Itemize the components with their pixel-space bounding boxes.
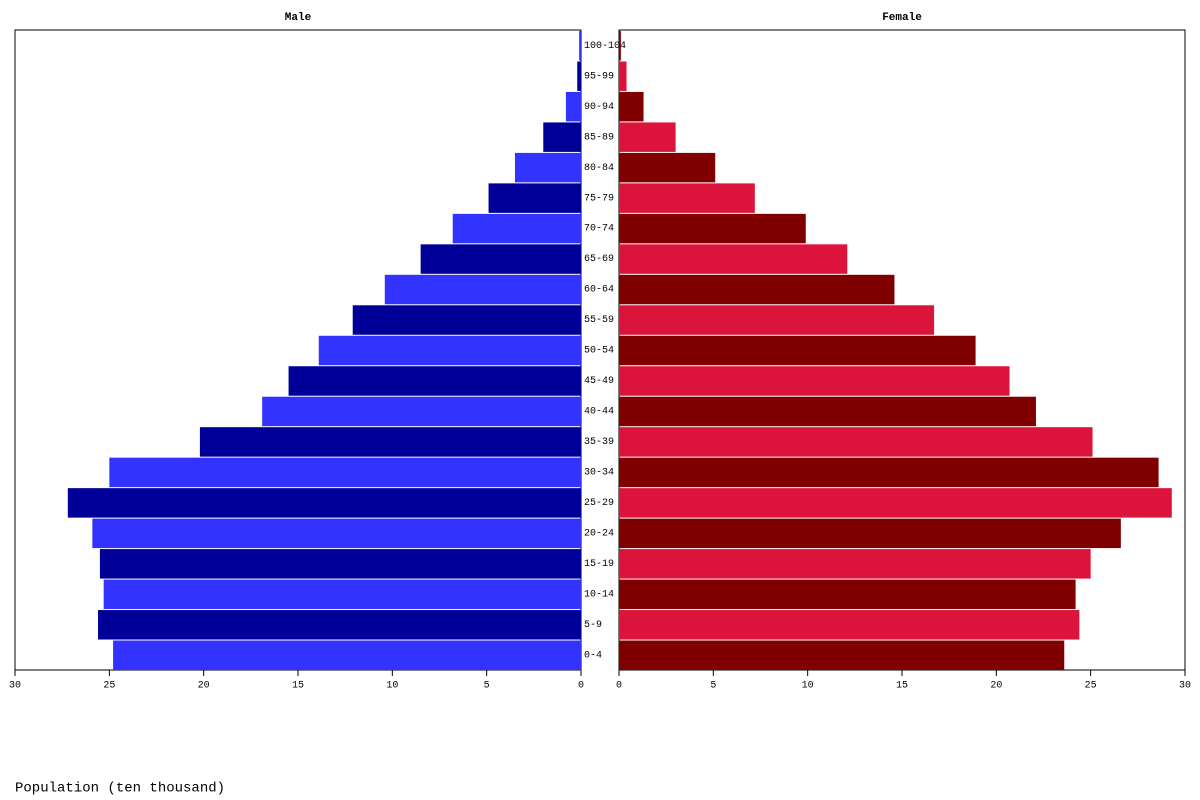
category-label: 100-104: [584, 41, 626, 52]
bar: [619, 244, 848, 274]
x-axis-label: Population (ten thousand): [15, 781, 225, 797]
category-label: 65-69: [584, 254, 614, 265]
bar: [384, 274, 581, 305]
category-label: 30-34: [584, 468, 614, 479]
panel-title: Female: [882, 12, 922, 24]
x-tick-label: 0: [616, 681, 622, 692]
category-label: 95-99: [584, 71, 614, 82]
category-label: 80-84: [584, 163, 614, 174]
bar: [452, 213, 581, 244]
x-tick-label: 15: [292, 681, 304, 692]
category-label: 70-74: [584, 224, 614, 235]
category-label: 25-29: [584, 498, 614, 509]
bar: [619, 152, 716, 183]
category-label: 90-94: [584, 102, 614, 113]
category-label: 20-24: [584, 528, 614, 539]
bar: [619, 579, 1076, 610]
bar: [619, 61, 627, 91]
bar: [619, 518, 1121, 549]
bar: [199, 427, 582, 457]
bar: [619, 640, 1065, 670]
category-label: 60-64: [584, 285, 614, 296]
bar: [619, 610, 1080, 640]
category-label: 45-49: [584, 376, 614, 387]
x-tick-label: 25: [103, 681, 115, 692]
x-tick-label: 20: [990, 681, 1002, 692]
category-label: 0-4: [584, 650, 602, 661]
bar: [619, 457, 1159, 488]
bar: [318, 335, 581, 366]
category-label: 15-19: [584, 559, 614, 570]
bar: [98, 610, 581, 640]
category-label: 10-14: [584, 589, 614, 600]
bar: [579, 31, 581, 61]
category-label: 55-59: [584, 315, 614, 326]
bar: [67, 488, 582, 518]
category-label: 5-9: [584, 620, 602, 631]
bar: [619, 305, 935, 335]
bar: [619, 427, 1093, 457]
category-label: 85-89: [584, 132, 614, 143]
bar: [619, 31, 621, 61]
bar: [619, 549, 1091, 579]
x-tick-label: 10: [802, 681, 814, 692]
bar: [113, 640, 582, 670]
panel-title: Male: [285, 12, 312, 24]
bar: [619, 183, 755, 213]
x-tick-label: 0: [578, 681, 584, 692]
category-label: 50-54: [584, 346, 614, 357]
category-label: 35-39: [584, 437, 614, 448]
bar: [619, 488, 1172, 518]
bar: [514, 152, 581, 183]
bar: [565, 91, 581, 122]
x-tick-label: 30: [1179, 681, 1191, 692]
bar: [619, 396, 1036, 427]
x-tick-label: 30: [9, 681, 21, 692]
bar: [543, 122, 581, 152]
x-tick-label: 5: [710, 681, 716, 692]
bar: [262, 396, 581, 427]
bar: [619, 213, 806, 244]
bar: [109, 457, 581, 488]
category-label: 40-44: [584, 407, 614, 418]
x-tick-label: 15: [896, 681, 908, 692]
bar: [619, 122, 676, 152]
bar: [420, 244, 581, 274]
bar: [288, 366, 581, 396]
bar: [577, 61, 581, 91]
bar: [92, 518, 581, 549]
bar: [619, 274, 895, 305]
category-label: 75-79: [584, 193, 614, 204]
x-tick-label: 10: [386, 681, 398, 692]
bar: [619, 335, 976, 366]
bar: [99, 549, 582, 579]
bar: [619, 366, 1010, 396]
bar: [619, 91, 644, 122]
x-tick-label: 5: [484, 681, 490, 692]
bar: [103, 579, 581, 610]
bar: [352, 305, 581, 335]
x-tick-label: 25: [1085, 681, 1097, 692]
bar: [488, 183, 581, 213]
x-tick-label: 20: [198, 681, 210, 692]
